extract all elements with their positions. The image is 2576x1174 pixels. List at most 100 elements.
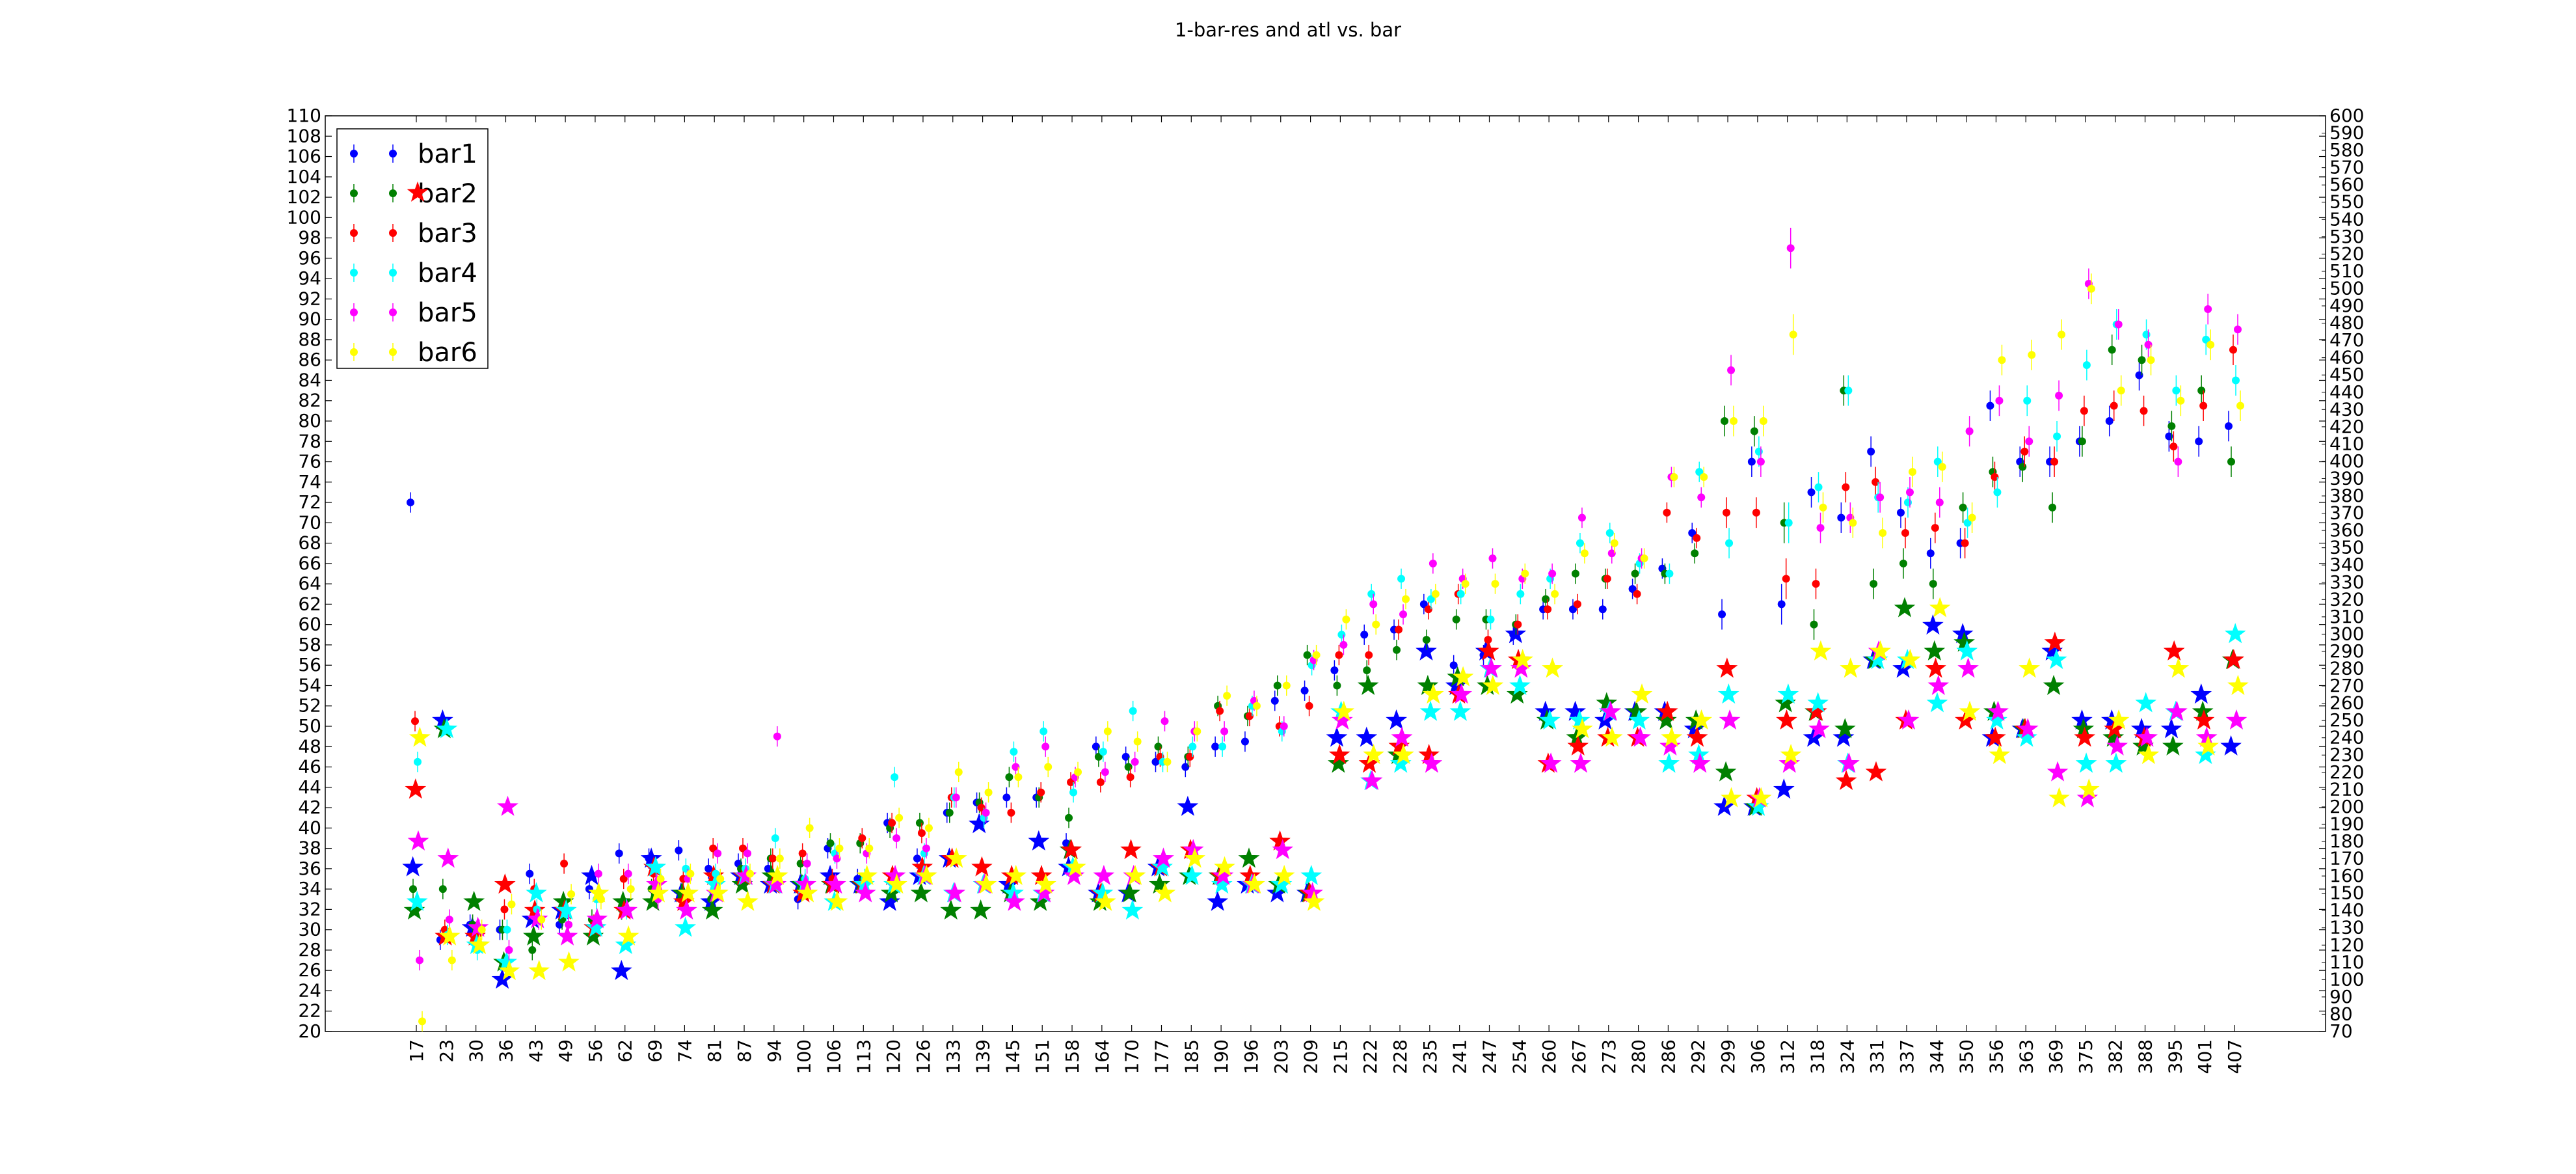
data-point bbox=[1867, 447, 1875, 456]
y2-tick-label: 490 bbox=[2329, 295, 2364, 316]
star-marker bbox=[1832, 726, 1855, 747]
data-point bbox=[714, 849, 722, 858]
data-point bbox=[775, 854, 784, 863]
star-marker bbox=[2166, 700, 2188, 721]
x-tick-label: 185 bbox=[1181, 1039, 1202, 1074]
x-tick-label: 350 bbox=[1956, 1039, 1978, 1074]
data-point bbox=[1241, 737, 1249, 746]
data-point bbox=[1491, 580, 1499, 588]
star-marker bbox=[675, 916, 696, 937]
data-point bbox=[716, 875, 725, 883]
star-marker bbox=[438, 925, 461, 946]
data-point bbox=[2234, 325, 2242, 334]
star-marker bbox=[886, 873, 907, 894]
data-point bbox=[1010, 748, 1018, 756]
data-point bbox=[952, 793, 960, 802]
data-point bbox=[1488, 554, 1497, 563]
data-point bbox=[1810, 620, 1818, 629]
star-marker bbox=[1120, 839, 1142, 860]
data-point bbox=[1691, 549, 1699, 558]
y-tick-label: 104 bbox=[287, 166, 321, 187]
x-tick-label: 260 bbox=[1538, 1039, 1560, 1074]
legend-marker bbox=[350, 189, 358, 197]
data-point bbox=[619, 875, 628, 883]
data-point bbox=[1754, 447, 1763, 456]
y-tick-label: 58 bbox=[298, 634, 321, 655]
star-marker bbox=[528, 959, 550, 980]
y2-tick-label: 440 bbox=[2329, 381, 2364, 403]
star-marker bbox=[1810, 640, 1832, 661]
data-point bbox=[1700, 472, 1708, 481]
data-point bbox=[503, 925, 511, 934]
star-marker bbox=[1805, 700, 1827, 721]
star-marker bbox=[910, 882, 932, 903]
y2-tick-label: 320 bbox=[2329, 588, 2364, 610]
data-point bbox=[1750, 427, 1758, 435]
data-point bbox=[1670, 472, 1678, 481]
x-tick-label: 401 bbox=[2194, 1039, 2216, 1074]
star-marker bbox=[1184, 847, 1206, 868]
data-point bbox=[418, 1017, 426, 1026]
star-marker bbox=[1181, 864, 1203, 885]
data-point bbox=[1959, 503, 1967, 512]
star-marker bbox=[1870, 640, 1891, 661]
data-point bbox=[1819, 503, 1827, 512]
y2-tick-label: 200 bbox=[2329, 796, 2364, 817]
star-marker bbox=[1393, 744, 1414, 765]
data-point bbox=[744, 849, 752, 858]
star-marker bbox=[409, 726, 431, 747]
y2-tick-label: 250 bbox=[2329, 709, 2364, 731]
data-point bbox=[1252, 702, 1261, 710]
y-tick-label: 90 bbox=[298, 308, 321, 330]
star-marker bbox=[1717, 683, 1739, 704]
data-point bbox=[1631, 569, 1639, 578]
data-point bbox=[2050, 457, 2059, 466]
y-tick-label: 82 bbox=[298, 390, 321, 411]
y-tick-label: 32 bbox=[298, 898, 321, 920]
y-tick-label: 80 bbox=[298, 410, 321, 431]
star-marker bbox=[1840, 657, 1862, 678]
y2-tick-label: 410 bbox=[2329, 433, 2364, 454]
star-marker bbox=[1154, 882, 1176, 903]
data-point bbox=[2080, 407, 2088, 415]
star-marker bbox=[1776, 709, 1797, 730]
data-point bbox=[594, 869, 602, 878]
data-point bbox=[771, 834, 779, 842]
star-marker bbox=[2138, 744, 2160, 765]
data-point bbox=[2110, 402, 2118, 410]
data-point bbox=[1993, 488, 2002, 497]
x-tick-label: 241 bbox=[1449, 1039, 1471, 1074]
star-marker bbox=[1600, 700, 1622, 721]
data-point bbox=[1186, 752, 1194, 761]
data-point bbox=[1092, 743, 1100, 751]
y2-tick-label: 590 bbox=[2329, 122, 2364, 144]
star-marker bbox=[1567, 735, 1589, 756]
y2-tick-label: 500 bbox=[2329, 277, 2364, 299]
data-point bbox=[1154, 743, 1162, 751]
data-point bbox=[712, 869, 720, 878]
star-marker bbox=[526, 882, 547, 903]
star-marker bbox=[1422, 683, 1444, 704]
star-marker bbox=[1542, 657, 1563, 678]
data-point bbox=[438, 885, 447, 894]
data-point bbox=[1312, 651, 1321, 659]
star-marker bbox=[556, 925, 578, 946]
data-point bbox=[858, 834, 866, 842]
legend-marker bbox=[350, 308, 358, 316]
star-marker bbox=[1959, 700, 1981, 721]
data-point bbox=[1568, 605, 1577, 614]
star-marker bbox=[1929, 597, 1951, 618]
legend-marker bbox=[350, 150, 358, 157]
y-tick-label: 84 bbox=[298, 369, 321, 390]
y-tick-label: 54 bbox=[298, 674, 321, 696]
star-marker bbox=[1773, 778, 1795, 799]
x-tick-label: 324 bbox=[1836, 1039, 1858, 1074]
y2-tick-label: 570 bbox=[2329, 157, 2364, 178]
star-marker bbox=[2162, 735, 2184, 756]
data-point bbox=[2087, 284, 2095, 293]
star-marker bbox=[975, 873, 997, 894]
star-marker bbox=[2074, 726, 2096, 747]
x-tick-label: 331 bbox=[1866, 1039, 1888, 1074]
data-point bbox=[1879, 528, 1887, 537]
data-point bbox=[477, 925, 486, 934]
